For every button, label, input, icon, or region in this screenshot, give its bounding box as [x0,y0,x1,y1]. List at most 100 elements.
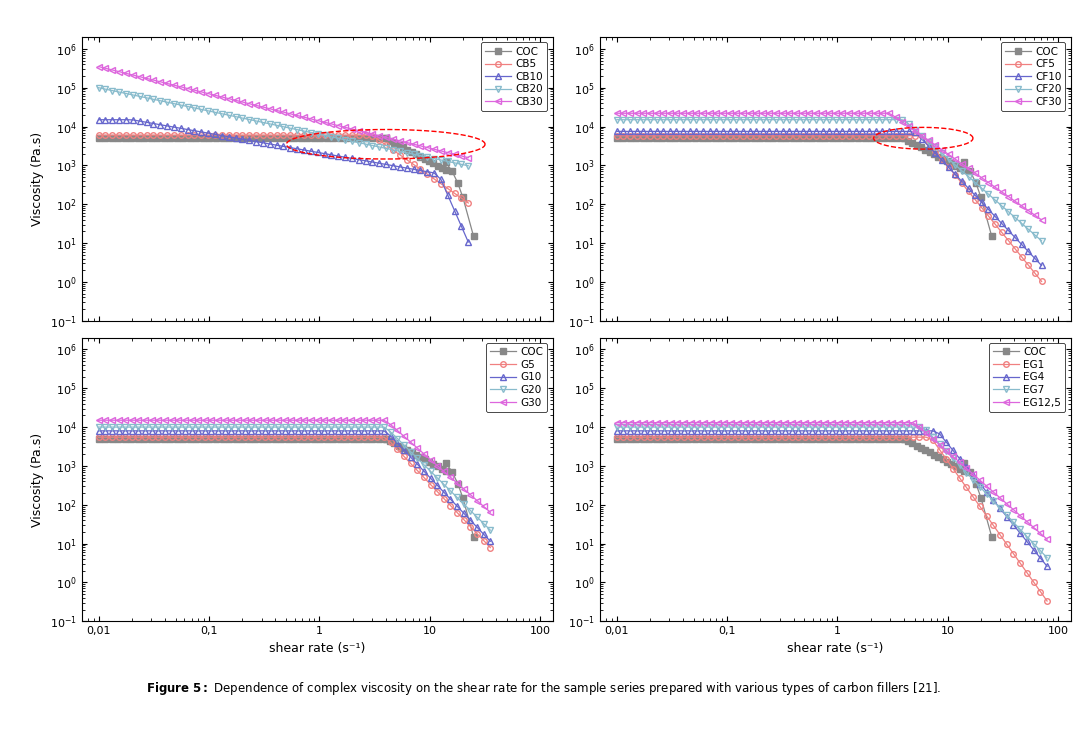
CB10 [182,125,195,134]
G5 [484,543,497,552]
EG4 [610,426,623,435]
EG12,5 [1027,523,1040,532]
COC [708,434,721,443]
Line: CF30: CF30 [614,110,1045,222]
COC [308,434,321,443]
CF20 [975,184,988,193]
CB20 [462,161,475,170]
CF20 [610,115,623,124]
CF30 [736,109,749,118]
Legend: COC, G5, G10, G20, G30: COC, G5, G10, G20, G30 [486,343,548,411]
Line: EG1: EG1 [614,434,1050,604]
EG12,5 [833,418,846,427]
COC [970,479,983,488]
CF10 [736,127,749,136]
G5 [191,433,204,442]
G5 [159,433,172,442]
COC [92,434,105,443]
COC [467,532,480,541]
CB10 [92,115,105,124]
G20 [159,423,172,432]
CF10 [710,127,723,136]
EG1 [738,433,751,442]
COC [423,157,436,166]
Line: COC: COC [614,135,995,239]
CB20 [92,83,105,92]
EG1 [711,433,724,442]
EG12,5 [738,418,751,427]
CF10 [1022,247,1035,256]
G30 [338,416,351,425]
CF10 [610,127,623,136]
COC [467,231,480,240]
Line: CF20: CF20 [614,117,1045,243]
CF30 [1035,216,1048,225]
CF30 [829,109,842,118]
Y-axis label: Viscosity (Pa.s): Viscosity (Pa.s) [32,432,45,527]
Line: G30: G30 [96,417,493,515]
EG7 [1040,554,1053,562]
COC [940,458,953,466]
CB10 [229,133,242,142]
CB10 [454,222,467,231]
CB30 [454,152,467,161]
CF30 [975,173,988,182]
CB30 [462,153,475,162]
G5 [218,433,232,442]
COC [825,134,838,143]
EG7 [738,423,751,432]
CF5 [610,131,623,140]
CB10 [421,167,434,176]
CB30 [92,62,105,71]
CF20 [1035,237,1048,246]
EG7 [1027,539,1040,548]
EG4 [1040,562,1053,571]
COC [825,434,838,443]
EG1 [833,433,846,442]
G20 [92,423,105,432]
G5 [92,433,105,442]
EG1 [1027,577,1040,586]
CF10 [1035,261,1048,270]
COC [216,134,229,143]
G30 [191,416,204,425]
G5 [205,433,218,442]
CB30 [182,84,195,93]
COC [985,231,998,240]
CB30 [134,72,147,81]
COC [268,134,282,143]
COC [451,179,464,187]
G10 [484,537,497,546]
CB20 [421,153,434,161]
EG1 [610,433,623,442]
G5 [225,433,238,442]
G30 [92,416,105,425]
Line: COC: COC [614,436,995,539]
Line: COC: COC [96,436,476,539]
COC [216,434,229,443]
Legend: COC, CB5, CB10, CB20, CB30: COC, CB5, CB10, CB20, CB30 [482,42,548,111]
CB20 [454,160,467,169]
G20 [205,423,218,432]
G10 [159,426,172,435]
COC [308,134,321,143]
COC [708,134,721,143]
CB20 [229,112,242,121]
Line: G5: G5 [96,434,493,551]
EG12,5 [980,481,994,490]
EG1 [980,511,994,520]
EG12,5 [1040,535,1053,544]
G5 [338,433,351,442]
COC [940,157,953,166]
EG12,5 [791,418,804,427]
COC [190,134,203,143]
X-axis label: shear rate (s⁻¹): shear rate (s⁻¹) [268,641,365,655]
G20 [225,423,238,432]
G30 [205,416,218,425]
CB20 [161,97,174,106]
CF10 [789,127,802,136]
G30 [225,416,238,425]
EG4 [980,487,994,496]
CB5 [229,131,242,140]
CB10 [134,117,147,126]
